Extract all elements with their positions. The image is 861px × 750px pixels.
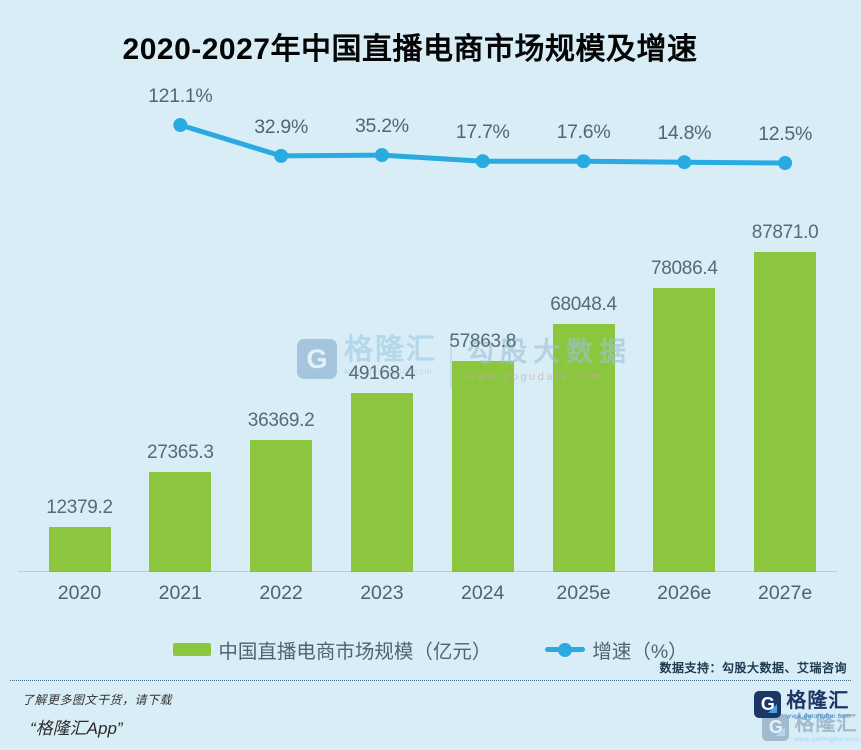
- bar-value-label-2026e: 78086.4: [651, 257, 718, 279]
- growth-rate-label-2023: 35.2%: [354, 115, 409, 138]
- growth-rate-label-2027e: 12.5%: [758, 123, 812, 146]
- logo-brand-url: www.gelonghui.com: [794, 736, 859, 743]
- bar-value-label-2025e: 68048.4: [550, 294, 617, 316]
- gelonghui-logo-icon: G: [762, 714, 790, 741]
- x-axis-label-2025e: 2025e: [556, 582, 611, 604]
- data-source-note: 数据支持：勾股大数据、艾瑞咨询: [659, 661, 847, 675]
- bar-2026e: [653, 287, 716, 572]
- bar-value-label-2022: 36369.2: [247, 409, 315, 431]
- x-axis-label-2021: 2021: [158, 582, 202, 604]
- bar-2020: [48, 526, 111, 572]
- bar-2025e: [552, 324, 615, 572]
- logo-arrow-icon: [768, 704, 778, 713]
- bar-value-label-2020: 12379.2: [46, 496, 113, 518]
- x-axis-label-2022: 2022: [259, 582, 303, 604]
- bar-series-swatch-icon: [173, 643, 212, 656]
- growth-rate-label-2021: 121.1%: [148, 85, 213, 107]
- x-axis-label-2020: 2020: [57, 582, 102, 604]
- growth-rate-label-2022: 32.9%: [254, 115, 308, 138]
- footer-promo-line1: 了解更多图文干货，请下载: [22, 693, 173, 707]
- footer-promo-line2: “格隆汇App”: [30, 719, 123, 738]
- bar-value-label-2024: 57863.8: [449, 331, 516, 353]
- line-point-2025e: [576, 154, 591, 169]
- bar-2024: [451, 361, 514, 572]
- bar-2022: [250, 439, 313, 572]
- x-axis-label-2026e: 2026e: [657, 582, 712, 604]
- gelonghui-logo-icon: G: [754, 691, 782, 718]
- x-axis-line: [18, 571, 837, 572]
- legend-item-growth-rate: 增速（%）: [545, 635, 688, 664]
- x-axis-label-2023: 2023: [360, 582, 404, 604]
- bar-2023: [350, 392, 413, 572]
- dotted-separator: [10, 680, 851, 681]
- gelonghui-logo-watermark: G 格隆汇 www.gelonghui.com: [762, 714, 859, 744]
- bar-series-label: 中国直播电商市场规模（亿元）: [218, 641, 492, 663]
- line-point-2024: [475, 154, 490, 169]
- line-point-2022: [274, 148, 289, 163]
- line-point-2021: [173, 118, 188, 133]
- x-axis-label-2024: 2024: [460, 582, 505, 604]
- logo-arrow-icon: [776, 727, 786, 736]
- line-point-2023: [374, 148, 389, 163]
- footer-promo: 了解更多图文干货，请下载 “格隆汇App”: [22, 691, 172, 739]
- logo-letter: G: [768, 717, 783, 737]
- growth-rate-label-2024: 17.7%: [455, 121, 510, 144]
- logo-brand-name: 格隆汇: [786, 690, 850, 712]
- line-series-label: 增速（%）: [592, 641, 688, 663]
- bar-value-label-2023: 49168.4: [348, 362, 416, 384]
- line-series-marker-icon: [545, 642, 586, 657]
- bar-value-label-2021: 27365.3: [147, 442, 214, 464]
- line-point-2027e: [778, 156, 793, 171]
- chart-legend: 中国直播电商市场规模（亿元） 增速（%）: [0, 635, 861, 664]
- growth-rate-label-2025e: 17.6%: [556, 121, 611, 144]
- x-axis-label-2027e: 2027e: [757, 582, 813, 604]
- logo-brand-url: www.gelonghui.com: [786, 713, 851, 720]
- bar-value-label-2027e: 87871.0: [751, 222, 819, 243]
- legend-item-market-size: 中国直播电商市场规模（亿元）: [173, 635, 491, 664]
- chart-title: 2020-2027年中国直播电商市场规模及增速: [122, 33, 698, 66]
- gelonghui-logo: G 格隆汇 www.gelonghui.com: [754, 691, 851, 721]
- line-point-2026e: [677, 155, 692, 170]
- bar-2027e: [754, 252, 817, 572]
- bar-2021: [149, 472, 212, 572]
- logo-brand-name: 格隆汇: [794, 713, 858, 735]
- growth-rate-label-2026e: 14.8%: [657, 122, 712, 145]
